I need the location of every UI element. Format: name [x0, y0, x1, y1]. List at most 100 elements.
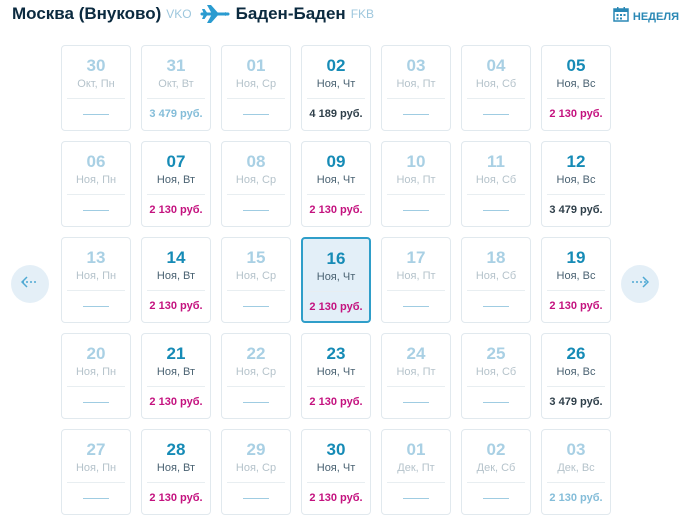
calendar-day-cell[interactable]: 30 Окт, Пн — [61, 45, 131, 131]
month-weekday-label: Ноя, Ср — [235, 462, 277, 474]
calendar-day-cell[interactable]: 25 Ноя, Сб — [461, 333, 531, 419]
month-weekday-label: Ноя, Вс — [556, 174, 596, 186]
month-weekday-label: Ноя, Пн — [75, 366, 117, 378]
calendar-day-cell[interactable]: 03 Ноя, Пт — [381, 45, 451, 131]
day-number: 03 — [566, 440, 586, 459]
calendar-day-cell[interactable]: 09 Ноя, Чт 2 130 руб. — [301, 141, 371, 227]
prev-week-button[interactable] — [11, 265, 49, 303]
divider — [467, 386, 525, 387]
calendar-day-cell[interactable]: 24 Ноя, Пт — [381, 333, 451, 419]
calendar-day-cell[interactable]: 14 Ноя, Вт 2 130 руб. — [141, 237, 211, 323]
day-number: 22 — [246, 344, 266, 363]
arrow-right-icon — [631, 275, 650, 293]
calendar-day-cell[interactable]: 01 Ноя, Ср — [221, 45, 291, 131]
day-number: 27 — [86, 440, 106, 459]
calendar-day-cell[interactable]: 13 Ноя, Пн — [61, 237, 131, 323]
month-weekday-label: Ноя, Пт — [396, 174, 436, 186]
calendar-day-cell[interactable]: 11 Ноя, Сб — [461, 141, 531, 227]
divider — [67, 194, 125, 195]
calendar-day-cell[interactable]: 31 Окт, Вт 3 479 руб. — [141, 45, 211, 131]
day-number: 18 — [486, 248, 506, 267]
month-weekday-label: Окт, Вт — [158, 78, 194, 90]
destination-code: FKB — [350, 7, 375, 21]
day-number: 29 — [246, 440, 266, 459]
day-number: 16 — [326, 249, 346, 268]
divider — [467, 194, 525, 195]
day-number: 10 — [406, 152, 426, 171]
day-number: 01 — [246, 56, 266, 75]
calendar-day-cell[interactable]: 26 Ноя, Вс 3 479 руб. — [541, 333, 611, 419]
month-weekday-label: Ноя, Вс — [556, 366, 596, 378]
calendar-day-cell[interactable]: 02 Дек, Сб — [461, 429, 531, 515]
price-label: 2 130 руб. — [549, 492, 603, 504]
calendar-day-cell[interactable]: 12 Ноя, Вс 3 479 руб. — [541, 141, 611, 227]
divider — [547, 290, 605, 291]
calendar-day-cell[interactable]: 20 Ноя, Пн — [61, 333, 131, 419]
day-number: 12 — [566, 152, 586, 171]
day-number: 25 — [486, 344, 506, 363]
divider — [387, 194, 445, 195]
month-weekday-label: Дек, Вс — [557, 462, 595, 474]
divider — [307, 98, 365, 99]
calendar-day-cell[interactable]: 22 Ноя, Ср — [221, 333, 291, 419]
divider — [67, 482, 125, 483]
divider — [467, 290, 525, 291]
week-view-label: Неделя — [632, 10, 679, 23]
month-weekday-label: Ноя, Чт — [316, 78, 356, 90]
no-price-dash — [83, 306, 109, 307]
calendar-grid: 30 Окт, Пн 31 Окт, Вт 3 479 руб. 01 Ноя, Ср 02 Н… — [61, 45, 611, 515]
month-weekday-label: Ноя, Вт — [156, 366, 196, 378]
divider — [147, 386, 205, 387]
calendar-day-cell[interactable]: 02 Ноя, Чт 4 189 руб. — [301, 45, 371, 131]
price-label: 3 479 руб. — [549, 396, 603, 408]
calendar-day-cell[interactable]: 21 Ноя, Вт 2 130 руб. — [141, 333, 211, 419]
calendar-day-cell[interactable]: 15 Ноя, Ср — [221, 237, 291, 323]
price-label: 2 130 руб. — [149, 204, 203, 216]
price-label: 2 130 руб. — [309, 396, 363, 408]
divider — [227, 386, 285, 387]
month-weekday-label: Ноя, Пн — [75, 270, 117, 282]
divider — [387, 290, 445, 291]
month-weekday-label: Ноя, Чт — [316, 174, 356, 186]
calendar-day-cell[interactable]: 04 Ноя, Сб — [461, 45, 531, 131]
no-price-dash — [83, 210, 109, 211]
divider — [547, 98, 605, 99]
calendar-day-cell[interactable]: 03 Дек, Вс 2 130 руб. — [541, 429, 611, 515]
calendar-day-cell-selected[interactable]: 16 Ноя, Чт 2 130 руб. — [301, 237, 371, 323]
month-weekday-label: Ноя, Ср — [235, 270, 277, 282]
day-number: 06 — [86, 152, 106, 171]
divider — [547, 386, 605, 387]
calendar-day-cell[interactable]: 05 Ноя, Вс 2 130 руб. — [541, 45, 611, 131]
calendar-day-cell[interactable]: 10 Ноя, Пт — [381, 141, 451, 227]
calendar-day-cell[interactable]: 30 Ноя, Чт 2 130 руб. — [301, 429, 371, 515]
calendar-day-cell[interactable]: 27 Ноя, Пн — [61, 429, 131, 515]
month-weekday-label: Ноя, Пт — [396, 78, 436, 90]
no-price-dash — [243, 210, 269, 211]
no-price-dash — [83, 402, 109, 403]
calendar-day-cell[interactable]: 23 Ноя, Чт 2 130 руб. — [301, 333, 371, 419]
month-weekday-label: Ноя, Пт — [396, 366, 436, 378]
calendar-day-cell[interactable]: 29 Ноя, Ср — [221, 429, 291, 515]
day-number: 01 — [406, 440, 426, 459]
week-view-toggle[interactable]: Неделя — [613, 6, 679, 27]
calendar-icon — [613, 6, 629, 27]
month-weekday-label: Ноя, Пн — [75, 462, 117, 474]
next-week-button[interactable] — [621, 265, 659, 303]
calendar-day-cell[interactable]: 28 Ноя, Вт 2 130 руб. — [141, 429, 211, 515]
divider — [547, 194, 605, 195]
calendar-day-cell[interactable]: 08 Ноя, Ср — [221, 141, 291, 227]
divider — [67, 290, 125, 291]
month-weekday-label: Ноя, Пт — [396, 270, 436, 282]
calendar-day-cell[interactable]: 18 Ноя, Сб — [461, 237, 531, 323]
calendar-day-cell[interactable]: 06 Ноя, Пн — [61, 141, 131, 227]
day-number: 04 — [486, 56, 506, 75]
calendar-day-cell[interactable]: 17 Ноя, Пт — [381, 237, 451, 323]
no-price-dash — [243, 114, 269, 115]
divider — [227, 290, 285, 291]
calendar-day-cell[interactable]: 19 Ноя, Вс 2 130 руб. — [541, 237, 611, 323]
month-weekday-label: Ноя, Пн — [75, 174, 117, 186]
calendar-day-cell[interactable]: 07 Ноя, Вт 2 130 руб. — [141, 141, 211, 227]
month-weekday-label: Ноя, Ср — [235, 366, 277, 378]
calendar-day-cell[interactable]: 01 Дек, Пт — [381, 429, 451, 515]
no-price-dash — [483, 498, 509, 499]
